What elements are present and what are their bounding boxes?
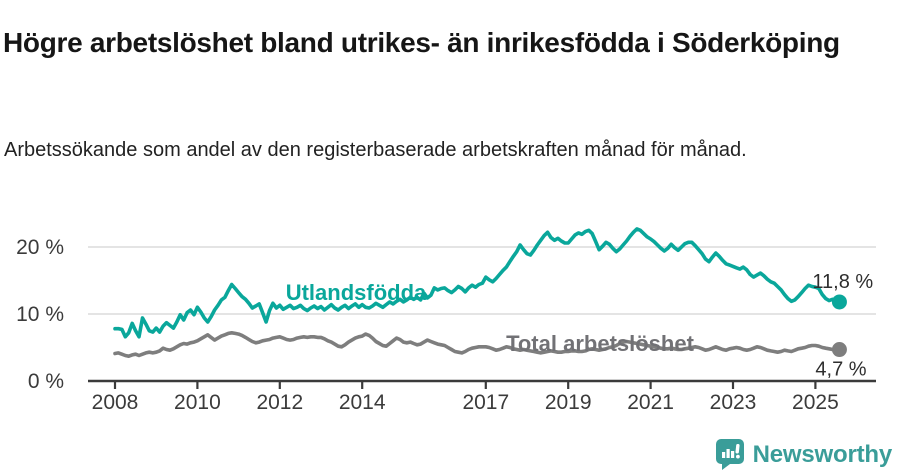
series-end-dot-total-arbetsloshet <box>831 342 847 358</box>
series-line-utlandsfodda <box>113 227 842 339</box>
x-axis-tick-label: 2010 <box>174 391 221 414</box>
x-axis-tick-label: 2023 <box>710 391 757 414</box>
x-axis-tick-label: 2014 <box>339 391 386 414</box>
series-end-value-utlandsfodda: 11,8 % <box>812 271 873 293</box>
newsworthy-logo: Newsworthy <box>715 439 893 470</box>
x-axis-tick-label: 2008 <box>92 391 139 414</box>
series-end-dot-utlandsfodda <box>831 294 847 310</box>
newsworthy-wordmark: Newsworthy <box>752 440 893 468</box>
line-chart: 2008 2010 2012 2014 2017 2019 2021 2023 2025 0 % 1… <box>16 227 876 414</box>
x-axis-tick-label: 2021 <box>627 391 674 414</box>
chart-title: Högre arbetslöshet bland utrikes- än inr… <box>3 26 840 58</box>
y-axis-tick-label: 0 % <box>28 370 64 393</box>
series-line-total-arbetsloshet <box>113 330 842 359</box>
x-axis-tick-label: 2012 <box>256 391 303 414</box>
x-axis-tick-label: 2019 <box>545 391 592 414</box>
y-axis-tick-label: 10 % <box>16 303 64 326</box>
x-axis-tick-label: 2025 <box>792 391 839 414</box>
y-axis-tick-label: 20 % <box>16 236 64 259</box>
x-axis-tick-label: 2017 <box>462 391 509 414</box>
series-end-value-total-arbetsloshet: 4,7 % <box>815 359 866 381</box>
series-label-utlandsfodda: Utlandsfödda <box>286 280 427 305</box>
series-label-total-arbetsloshet: Total arbetslöshet <box>506 331 695 356</box>
newsworthy-speech-bubble-bar-chart-icon <box>715 439 744 470</box>
chart-subtitle: Arbetssökande som andel av den registerb… <box>4 139 747 161</box>
